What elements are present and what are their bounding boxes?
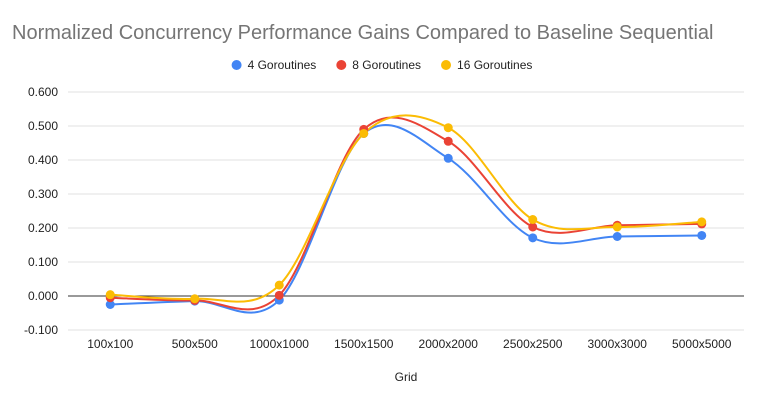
y-tick-label: 0.200 — [28, 221, 58, 235]
x-axis-label: Grid — [395, 370, 418, 384]
legend-marker — [336, 60, 347, 70]
x-tick-label: 1000x1000 — [250, 337, 310, 351]
y-tick-label: 0.100 — [28, 255, 58, 269]
data-point — [443, 153, 453, 163]
legend-label: 16 Goroutines — [457, 58, 532, 72]
data-point — [612, 232, 622, 241]
data-point — [105, 290, 115, 300]
series-line — [110, 116, 702, 311]
y-tick-label: 0.400 — [28, 153, 58, 167]
x-tick-label: 2500x2500 — [503, 337, 563, 351]
data-point — [443, 123, 453, 133]
data-point — [105, 300, 115, 309]
data-point — [359, 128, 369, 138]
data-point — [612, 222, 622, 232]
legend-item: 16 Goroutines — [441, 58, 532, 72]
data-point — [190, 294, 200, 304]
series-points — [105, 123, 707, 309]
data-point — [443, 136, 453, 146]
y-tick-label: 0.600 — [28, 85, 58, 99]
y-tick-label: 0.300 — [28, 187, 58, 201]
series-line — [110, 123, 702, 314]
series-line — [110, 114, 702, 303]
legend-marker — [231, 60, 242, 70]
legend-label: 4 Goroutines — [248, 58, 317, 72]
data-point — [274, 290, 284, 300]
y-tick-label: 0.500 — [28, 119, 58, 133]
y-axis-ticks: -0.100 0.000 0.100 0.200 0.300 0.400 0.500 0.60… — [24, 85, 58, 337]
y-tick-label: 0.000 — [28, 289, 58, 303]
data-point — [528, 233, 538, 243]
x-tick-label: 1500x1500 — [334, 337, 394, 351]
legend-label: 8 Goroutines — [352, 58, 421, 72]
data-point — [528, 215, 538, 224]
series-lines — [110, 114, 702, 314]
data-point — [697, 217, 707, 227]
legend-marker — [441, 60, 452, 70]
data-point — [528, 222, 538, 232]
chart-title: Normalized Concurrency Performance Gains… — [12, 22, 713, 44]
x-tick-label: 5000x5000 — [672, 337, 732, 351]
legend-item: 8 Goroutines — [336, 58, 421, 72]
data-point — [274, 280, 284, 290]
x-tick-label: 500x500 — [172, 337, 218, 351]
legend-item: 4 Goroutines — [231, 58, 317, 72]
y-tick-label: -0.100 — [24, 323, 58, 337]
x-tick-label: 100x100 — [87, 337, 133, 351]
data-point — [697, 230, 707, 240]
x-axis-ticks: 100x100 500x500 1000x1000 1500x1500 2000x200… — [87, 337, 732, 351]
x-tick-label: 2000x2000 — [419, 337, 479, 351]
x-tick-label: 3000x3000 — [588, 337, 648, 351]
grid — [68, 91, 744, 331]
legend: 4 Goroutines 8 Goroutines 16 Goroutines — [231, 58, 532, 72]
